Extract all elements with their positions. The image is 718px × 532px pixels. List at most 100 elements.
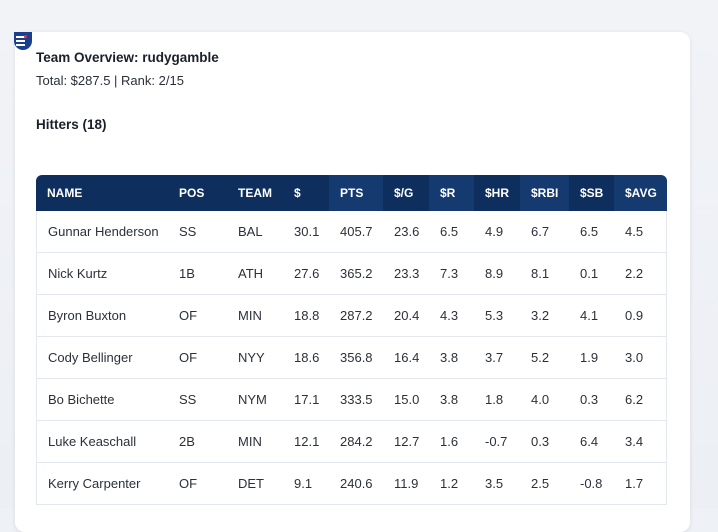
- cell-player-name: Kerry Carpenter: [36, 463, 168, 505]
- cell-dollar-hr: 1.8: [474, 379, 520, 421]
- cell-position: 1B: [168, 253, 227, 295]
- column-header-dollar-per-game[interactable]: $/G: [383, 175, 429, 211]
- cell-dollar-rbi: 0.3: [520, 421, 569, 463]
- cell-player-name: Nick Kurtz: [36, 253, 168, 295]
- column-header-dollar-hr[interactable]: $HR: [474, 175, 520, 211]
- cell-dollar-per-game: 23.6: [383, 211, 429, 253]
- cell-team: MIN: [227, 421, 283, 463]
- cell-dollar-rbi: 5.2: [520, 337, 569, 379]
- cell-player-name: Gunnar Henderson: [36, 211, 168, 253]
- cell-player-name: Byron Buxton: [36, 295, 168, 337]
- cell-team: DET: [227, 463, 283, 505]
- cell-dollar-avg: 3.4: [614, 421, 667, 463]
- cell-dollar-rbi: 2.5: [520, 463, 569, 505]
- table-header-row: NAME POS TEAM $ PTS $/G $R $HR $RBI $SB …: [36, 175, 667, 211]
- cell-dollar-hr: 3.7: [474, 337, 520, 379]
- cell-dollar-r: 1.6: [429, 421, 474, 463]
- column-header-dollar[interactable]: $: [283, 175, 329, 211]
- cell-dollar-rbi: 6.7: [520, 211, 569, 253]
- team-title: Team Overview: rudygamble: [36, 50, 219, 65]
- column-header-pos[interactable]: POS: [168, 175, 227, 211]
- cell-dollar-rbi: 3.2: [520, 295, 569, 337]
- cell-dollar-hr: -0.7: [474, 421, 520, 463]
- cell-dollar-value: 27.6: [283, 253, 329, 295]
- cell-dollar-per-game: 11.9: [383, 463, 429, 505]
- cell-points: 405.7: [329, 211, 383, 253]
- cell-dollar-value: 17.1: [283, 379, 329, 421]
- cell-points: 284.2: [329, 421, 383, 463]
- column-header-name[interactable]: NAME: [36, 175, 168, 211]
- cell-player-name: Luke Keaschall: [36, 421, 168, 463]
- cell-dollar-per-game: 15.0: [383, 379, 429, 421]
- cell-points: 287.2: [329, 295, 383, 337]
- table-row[interactable]: Luke Keaschall 2B MIN 12.1 284.2 12.7 1.…: [36, 421, 667, 463]
- team-overview-card: Team Overview: rudygamble Total: $287.5 …: [15, 32, 690, 532]
- cell-position: 2B: [168, 421, 227, 463]
- cell-dollar-sb: 4.1: [569, 295, 614, 337]
- table-row[interactable]: Gunnar Henderson SS BAL 30.1 405.7 23.6 …: [36, 211, 667, 253]
- cell-dollar-avg: 2.2: [614, 253, 667, 295]
- hitters-table-container: NAME POS TEAM $ PTS $/G $R $HR $RBI $SB …: [36, 175, 667, 505]
- cell-dollar-per-game: 12.7: [383, 421, 429, 463]
- cell-position: OF: [168, 463, 227, 505]
- cell-player-name: Cody Bellinger: [36, 337, 168, 379]
- cell-dollar-hr: 3.5: [474, 463, 520, 505]
- cell-dollar-per-game: 23.3: [383, 253, 429, 295]
- cell-dollar-sb: 1.9: [569, 337, 614, 379]
- cell-team: BAL: [227, 211, 283, 253]
- cell-team: ATH: [227, 253, 283, 295]
- cell-dollar-hr: 4.9: [474, 211, 520, 253]
- cell-dollar-per-game: 20.4: [383, 295, 429, 337]
- hitters-section-title: Hitters (18): [36, 117, 107, 132]
- column-header-dollar-avg[interactable]: $AVG: [614, 175, 667, 211]
- cell-dollar-value: 9.1: [283, 463, 329, 505]
- table-row[interactable]: Bo Bichette SS NYM 17.1 333.5 15.0 3.8 1…: [36, 379, 667, 421]
- cell-dollar-value: 18.8: [283, 295, 329, 337]
- cell-player-name: Bo Bichette: [36, 379, 168, 421]
- column-header-team[interactable]: TEAM: [227, 175, 283, 211]
- cell-dollar-avg: 6.2: [614, 379, 667, 421]
- cell-dollar-per-game: 16.4: [383, 337, 429, 379]
- cell-points: 356.8: [329, 337, 383, 379]
- cell-dollar-sb: 6.4: [569, 421, 614, 463]
- cell-position: OF: [168, 295, 227, 337]
- cell-position: SS: [168, 211, 227, 253]
- table-row[interactable]: Nick Kurtz 1B ATH 27.6 365.2 23.3 7.3 8.…: [36, 253, 667, 295]
- column-header-pts[interactable]: PTS: [329, 175, 383, 211]
- table-row[interactable]: Byron Buxton OF MIN 18.8 287.2 20.4 4.3 …: [36, 295, 667, 337]
- cell-dollar-avg: 4.5: [614, 211, 667, 253]
- cell-points: 333.5: [329, 379, 383, 421]
- cell-points: 365.2: [329, 253, 383, 295]
- cell-dollar-avg: 0.9: [614, 295, 667, 337]
- cell-dollar-sb: -0.8: [569, 463, 614, 505]
- cell-dollar-rbi: 8.1: [520, 253, 569, 295]
- column-header-dollar-r[interactable]: $R: [429, 175, 474, 211]
- column-header-dollar-sb[interactable]: $SB: [569, 175, 614, 211]
- cell-dollar-sb: 0.3: [569, 379, 614, 421]
- cell-dollar-avg: 3.0: [614, 337, 667, 379]
- league-logo-icon: [14, 32, 32, 50]
- cell-position: SS: [168, 379, 227, 421]
- cell-dollar-hr: 5.3: [474, 295, 520, 337]
- cell-dollar-r: 4.3: [429, 295, 474, 337]
- cell-dollar-rbi: 4.0: [520, 379, 569, 421]
- cell-dollar-value: 18.6: [283, 337, 329, 379]
- table-row[interactable]: Cody Bellinger OF NYY 18.6 356.8 16.4 3.…: [36, 337, 667, 379]
- cell-dollar-r: 6.5: [429, 211, 474, 253]
- hitters-table: NAME POS TEAM $ PTS $/G $R $HR $RBI $SB …: [36, 175, 667, 505]
- cell-dollar-avg: 1.7: [614, 463, 667, 505]
- cell-dollar-r: 1.2: [429, 463, 474, 505]
- cell-team: MIN: [227, 295, 283, 337]
- cell-position: OF: [168, 337, 227, 379]
- cell-dollar-sb: 6.5: [569, 211, 614, 253]
- cell-dollar-r: 3.8: [429, 337, 474, 379]
- column-header-dollar-rbi[interactable]: $RBI: [520, 175, 569, 211]
- cell-dollar-sb: 0.1: [569, 253, 614, 295]
- cell-dollar-r: 3.8: [429, 379, 474, 421]
- cell-team: NYM: [227, 379, 283, 421]
- table-row[interactable]: Kerry Carpenter OF DET 9.1 240.6 11.9 1.…: [36, 463, 667, 505]
- cell-points: 240.6: [329, 463, 383, 505]
- cell-dollar-hr: 8.9: [474, 253, 520, 295]
- cell-dollar-r: 7.3: [429, 253, 474, 295]
- cell-dollar-value: 30.1: [283, 211, 329, 253]
